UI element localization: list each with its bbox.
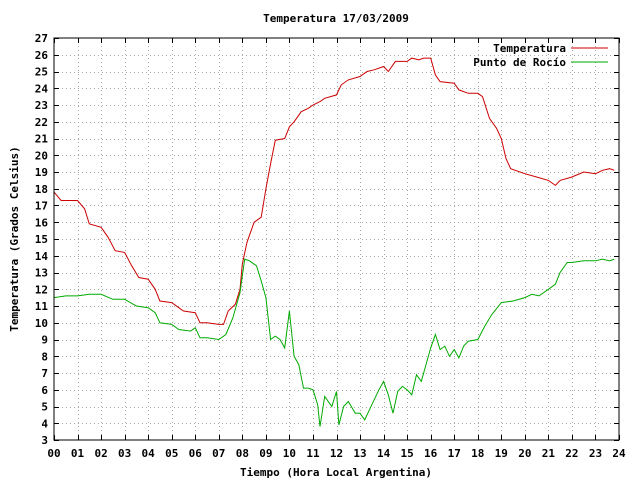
x-tick-label: 12 (330, 447, 343, 460)
x-tick-label: 09 (259, 447, 272, 460)
y-tick-label: 4 (41, 417, 48, 430)
x-tick-label: 15 (401, 447, 414, 460)
chart-title: Temperatura 17/03/2009 (263, 12, 409, 25)
y-tick-label: 9 (41, 334, 48, 347)
x-tick-label: 02 (94, 447, 107, 460)
y-tick-label: 27 (35, 32, 48, 45)
y-tick-label: 10 (35, 317, 48, 330)
x-axis-title: Tiempo (Hora Local Argentina) (240, 466, 432, 479)
y-tick-label: 6 (41, 384, 48, 397)
x-tick-label: 04 (142, 447, 156, 460)
x-tick-label: 16 (424, 447, 438, 460)
series-layer (53, 57, 615, 427)
x-tick-label: 10 (283, 447, 296, 460)
y-tick-label: 26 (35, 49, 49, 62)
y-tick-label: 21 (35, 133, 49, 146)
y-tick-label: 15 (35, 233, 48, 246)
y-tick-label: 24 (35, 82, 49, 95)
y-tick-label: 3 (41, 434, 48, 447)
y-tick-label: 19 (35, 166, 48, 179)
x-tick-label: 07 (212, 447, 225, 460)
x-tick-label: 00 (47, 447, 60, 460)
y-tick-label: 11 (35, 300, 49, 313)
series-line-0 (53, 57, 615, 325)
ticks (54, 38, 620, 441)
x-tick-label: 22 (565, 447, 578, 460)
x-tick-label: 18 (471, 447, 484, 460)
x-tick-label: 20 (518, 447, 531, 460)
x-tick-label: 08 (236, 447, 249, 460)
x-tick-label: 23 (589, 447, 602, 460)
y-tick-label: 25 (35, 66, 48, 79)
x-tick-label: 21 (542, 447, 556, 460)
y-tick-label: 17 (35, 200, 48, 213)
legend-label-temperatura: Temperatura (493, 42, 566, 55)
y-tick-label: 13 (35, 267, 48, 280)
x-tick-label: 14 (377, 447, 391, 460)
y-tick-label: 8 (41, 350, 48, 363)
x-tick-label: 17 (448, 447, 461, 460)
x-tick-label: 01 (71, 447, 85, 460)
y-axis-tick-labels: 3 4 5 6 7 8 9 10 11 12 13 14 15 16 17 18 19 20 21 22 23 24 25 2… (35, 32, 49, 447)
y-tick-label: 7 (41, 367, 48, 380)
x-tick-label: 11 (306, 447, 320, 460)
x-tick-label: 03 (118, 447, 131, 460)
grid (54, 38, 619, 440)
y-tick-label: 22 (35, 116, 48, 129)
y-tick-label: 14 (35, 250, 49, 263)
y-tick-label: 12 (35, 283, 48, 296)
y-tick-label: 23 (35, 99, 48, 112)
legend-label-punto-de-rocio: Punto de Rocío (473, 56, 566, 69)
y-tick-label: 18 (35, 183, 48, 196)
series-line-1 (53, 258, 615, 427)
y-tick-label: 16 (35, 216, 49, 229)
x-axis-tick-labels: 00 01 02 03 04 05 06 07 08 09 10 11 12 13 14 15 16 17 18 19… (47, 447, 626, 460)
y-tick-label: 20 (35, 149, 48, 162)
y-axis-title: Temperatura (Grados Celsius) (8, 146, 21, 331)
x-tick-label: 13 (353, 447, 366, 460)
legend: Temperatura Punto de Rocío (473, 42, 608, 69)
x-tick-label: 24 (612, 447, 626, 460)
x-tick-label: 19 (495, 447, 508, 460)
x-tick-label: 06 (189, 447, 203, 460)
x-tick-label: 05 (165, 447, 178, 460)
y-tick-label: 5 (41, 401, 48, 414)
